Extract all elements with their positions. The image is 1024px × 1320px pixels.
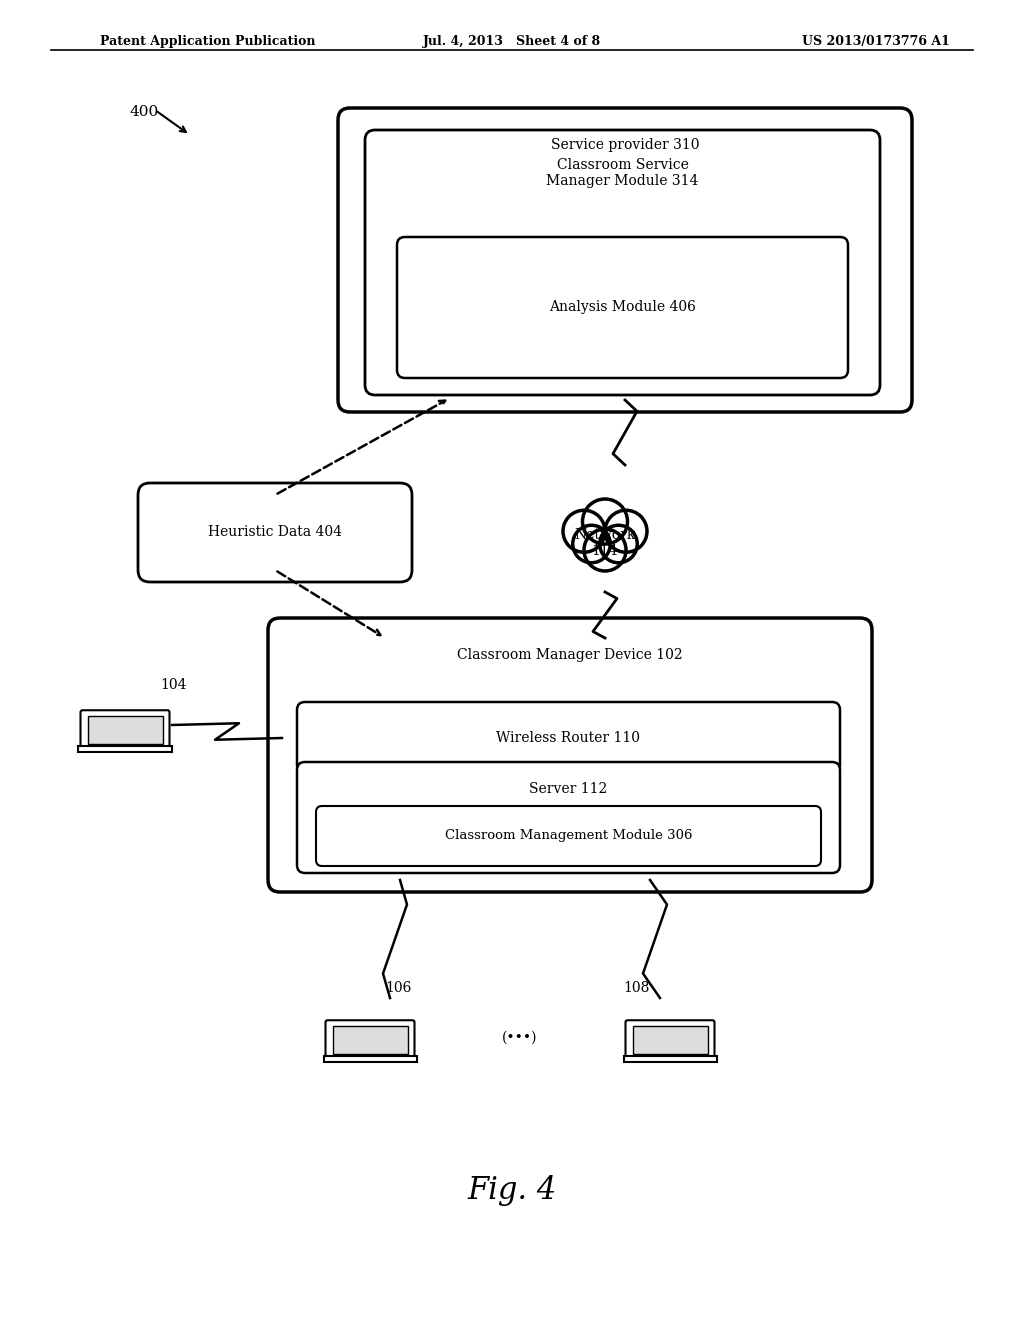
FancyBboxPatch shape (397, 238, 848, 378)
Text: Service provider 310: Service provider 310 (551, 139, 699, 152)
FancyBboxPatch shape (138, 483, 412, 582)
Circle shape (600, 525, 637, 562)
Text: Jul. 4, 2013   Sheet 4 of 8: Jul. 4, 2013 Sheet 4 of 8 (423, 36, 601, 48)
Text: Server 112: Server 112 (529, 781, 607, 796)
Circle shape (583, 499, 628, 544)
FancyBboxPatch shape (316, 807, 821, 866)
Circle shape (572, 525, 610, 562)
Text: (•••): (•••) (502, 1031, 538, 1045)
FancyBboxPatch shape (81, 710, 170, 750)
Text: US 2013/0173776 A1: US 2013/0173776 A1 (802, 36, 950, 48)
FancyBboxPatch shape (87, 717, 163, 744)
Text: Classroom Service
Manager Module 314: Classroom Service Manager Module 314 (547, 158, 698, 189)
Text: Heuristic Data 404: Heuristic Data 404 (208, 525, 342, 540)
FancyBboxPatch shape (633, 1026, 708, 1053)
FancyBboxPatch shape (333, 1026, 408, 1053)
FancyBboxPatch shape (338, 108, 912, 412)
Circle shape (563, 511, 605, 552)
FancyBboxPatch shape (297, 762, 840, 873)
Text: 108: 108 (624, 981, 650, 995)
Text: 106: 106 (385, 981, 412, 995)
Bar (324, 1056, 417, 1063)
FancyBboxPatch shape (365, 129, 880, 395)
FancyBboxPatch shape (268, 618, 872, 892)
Bar (624, 1056, 717, 1063)
Bar (79, 746, 171, 752)
Text: Classroom Management Module 306: Classroom Management Module 306 (444, 829, 692, 842)
Text: 104: 104 (160, 678, 186, 692)
Text: 400: 400 (130, 106, 160, 119)
Circle shape (584, 529, 626, 572)
FancyBboxPatch shape (326, 1020, 415, 1060)
Text: Fig. 4: Fig. 4 (467, 1175, 557, 1205)
Text: Analysis Module 406: Analysis Module 406 (549, 301, 696, 314)
Text: Wireless Router 110: Wireless Router 110 (497, 730, 640, 744)
Text: Classroom Manager Device 102: Classroom Manager Device 102 (457, 648, 683, 663)
Text: Network
114: Network 114 (574, 528, 636, 558)
Text: Patent Application Publication: Patent Application Publication (100, 36, 315, 48)
Circle shape (605, 511, 647, 552)
FancyBboxPatch shape (626, 1020, 715, 1060)
FancyBboxPatch shape (297, 702, 840, 774)
